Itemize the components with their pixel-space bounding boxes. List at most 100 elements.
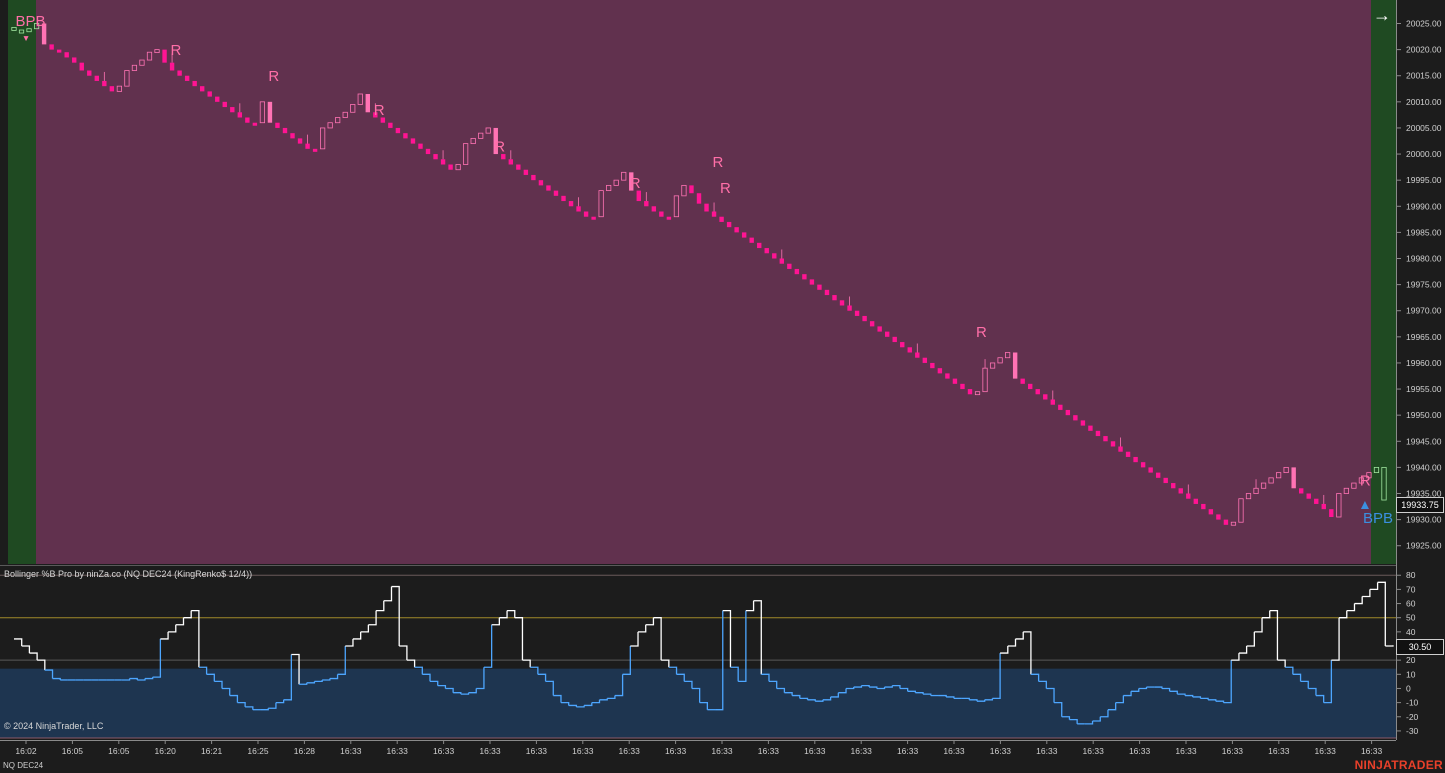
signal-label: R [713,154,724,171]
indicator-step [830,692,839,698]
arrow-right-icon[interactable]: → [1373,5,1391,25]
price-brick [1223,519,1229,525]
price-brick [794,268,800,275]
time-tick-label: 16:21 [201,746,223,756]
price-brick [350,104,356,113]
indicator-step [1123,691,1132,697]
time-tick-label: 16:33 [711,746,733,756]
price-brick [1020,378,1025,384]
indicator-step [1223,660,1232,704]
price-tick-label: 20025.00 [1406,19,1442,29]
indicator-step [1177,693,1186,696]
indicator-step [537,673,547,682]
price-tick-label: 19980.00 [1406,254,1442,264]
indicator-step [360,624,370,633]
price-brick [531,174,536,181]
price-brick [1336,493,1342,518]
indicator-step [1231,653,1240,661]
price-brick [169,62,175,71]
price-tick-label: 19975.00 [1406,280,1442,290]
price-brick [380,117,386,123]
indicator-step [399,645,408,661]
indicator-step [938,694,947,697]
price-tick-label: 19960.00 [1406,358,1442,368]
price-brick [561,195,566,202]
price-brick [425,148,431,155]
price-brick [1245,493,1252,500]
indicator-step [222,687,231,696]
price-brick [636,190,641,202]
indicator-step [483,624,493,668]
indicator-step [1238,646,1248,654]
price-brick [1058,404,1063,410]
indicator-step [607,695,616,700]
indicator-step [923,693,932,696]
indicator-step [584,702,593,707]
price-brick [327,122,333,129]
indicator-step [1369,582,1379,591]
signal-label: R [494,138,505,155]
price-brick [162,49,167,63]
indicator-tick-label: 70 [1406,584,1416,594]
price-brick [440,159,446,165]
indicator-step [499,610,508,619]
price-brick [1118,446,1123,452]
indicator-tick-label: -30 [1406,726,1419,736]
price-brick [1088,425,1093,431]
indicator-step [1339,610,1348,619]
price-brick [1314,498,1319,504]
price-brick [146,51,153,61]
price-brick [997,357,1003,364]
price-brick [862,315,867,322]
indicator-step [1000,646,1009,654]
price-brick [418,143,423,149]
time-tick-label: 16:05 [62,746,84,756]
price-brick [388,122,393,128]
indicator-step [745,600,755,612]
price-brick [64,52,69,58]
indicator-step [1061,716,1071,720]
price-brick [11,27,17,31]
price-brick [222,101,227,108]
price-brick [854,310,860,316]
indicator-title: Bollinger %B Pro by ninZa.co (NQ DEC24 (… [4,569,253,579]
indicator-step [1354,596,1363,605]
price-brick [1298,488,1304,494]
indicator-tick-label: 0 [1406,683,1411,693]
indicator-step [198,666,208,675]
indicator-step [591,699,601,704]
price-brick [915,352,920,358]
price-brick [1080,420,1086,426]
price-brick [809,279,815,285]
price-brick [568,201,574,207]
indicator-step [784,692,793,696]
price-brick [817,284,822,290]
indicator-step [352,631,362,640]
indicator-step [514,617,524,661]
indicator-step [476,667,485,690]
price-brick [501,154,506,160]
indicator-step [1038,680,1047,689]
indicator-step [422,673,431,682]
price-tick-label: 19945.00 [1406,436,1442,446]
time-tick-label: 16:33 [572,746,594,756]
price-brick [1095,430,1101,437]
indicator-step [1131,688,1140,692]
indicator-step [430,680,439,686]
indicator-step [1161,687,1171,692]
price-brick [824,289,830,296]
price-brick [967,389,973,395]
indicator-step [1362,589,1371,598]
price-brick [267,101,273,123]
price-brick [644,201,649,207]
price-brick [621,171,627,181]
indicator-step [1169,690,1178,695]
time-tick-label: 16:33 [387,746,409,756]
indicator-step [137,678,146,681]
price-brick [102,80,107,87]
indicator-step [715,610,724,711]
time-tick-label: 16:02 [15,746,37,756]
indicator-step [21,645,31,654]
price-brick [907,347,912,353]
